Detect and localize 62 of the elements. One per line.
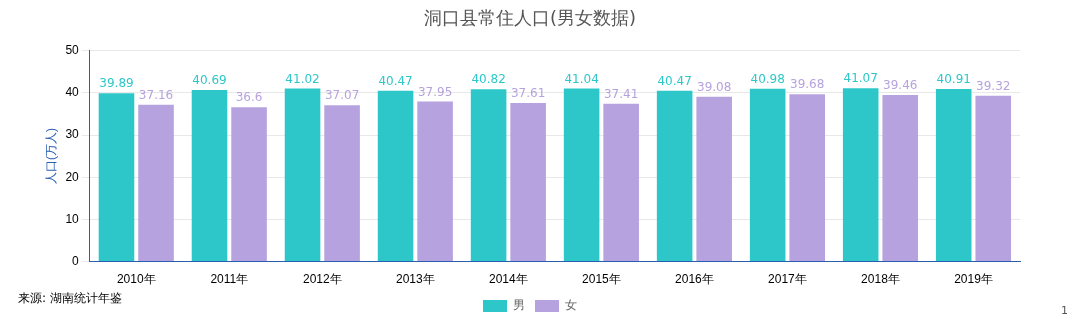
data-label: 41.02 [285,71,320,86]
bar [510,102,546,262]
y-tick-label: 20 [65,169,80,184]
data-label: 40.82 [471,72,506,87]
x-tick-label: 2017年 [768,272,807,287]
data-label: 41.04 [564,71,599,86]
data-label: 40.47 [657,73,692,88]
x-tick-label: 2012年 [302,272,342,287]
legend-label: 男 [513,298,525,313]
bar [882,95,919,262]
source-note: 来源: 湖南统计年鉴 [18,290,122,307]
bar [842,88,879,262]
x-tick-label: 2011年 [210,272,249,287]
bar [935,88,972,262]
data-label: 40.98 [750,71,785,86]
x-tick-label: 2010年 [116,272,156,287]
bar [377,90,414,262]
bar [138,104,174,262]
bar [656,90,693,262]
data-label: 39.68 [790,77,825,92]
x-tick-label: 2019年 [954,272,993,287]
data-label: 37.16 [138,87,174,102]
bar [603,103,639,262]
data-label: 39.46 [883,78,918,93]
chart-title: 洞口县常住人口(男女数据) [423,7,637,29]
y-tick-label: 50 [65,42,80,57]
bar [98,93,135,262]
x-tick-label: 2014年 [489,272,528,287]
data-label: 37.41 [603,86,639,101]
bar [470,89,507,262]
bar [696,96,732,262]
bar [563,88,600,262]
data-label: 41.07 [843,71,878,86]
legend-label: 女 [565,298,577,313]
text: 1 [1061,304,1068,317]
y-tick-label: 0 [72,253,80,268]
data-label: 39.08 [697,79,732,94]
data-label: 36.6 [235,90,263,105]
bar [975,95,1012,262]
x-tick-label: 2015年 [582,272,621,287]
bar [231,107,267,262]
data-label: 40.47 [378,73,413,88]
bar [284,88,321,262]
bar [191,89,228,262]
y-axis-title: 人口(万人) [43,128,58,185]
data-label: 37.61 [510,86,546,101]
data-label: 37.07 [324,88,360,103]
bar [749,88,786,262]
bar [324,105,360,262]
y-tick-label: 40 [65,85,80,100]
bar [417,101,453,262]
y-tick-label: 30 [65,127,80,142]
data-label: 39.89 [99,76,134,91]
data-label: 40.91 [936,72,971,87]
x-tick-label: 2018年 [861,272,900,287]
data-label: 40.69 [192,73,227,88]
y-tick-label: 10 [65,211,80,226]
x-tick-label: 2013年 [395,272,435,287]
bar [789,94,825,262]
x-tick-label: 2016年 [675,272,714,287]
data-label: 37.95 [417,84,453,99]
data-label: 39.32 [976,78,1011,93]
